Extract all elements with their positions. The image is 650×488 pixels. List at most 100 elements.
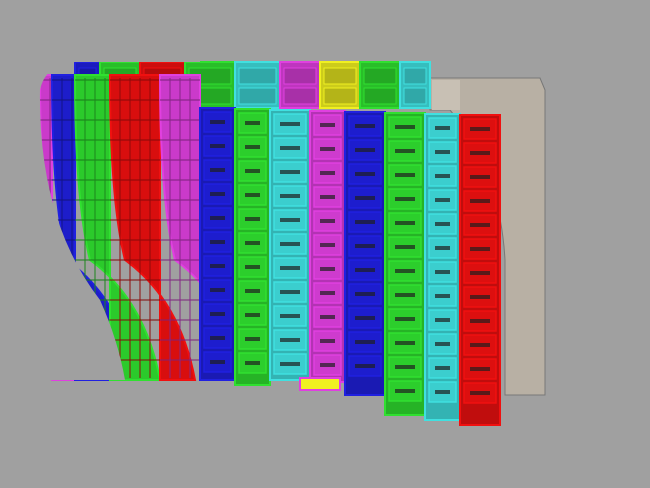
panel-label	[395, 269, 415, 273]
panel-label	[435, 390, 450, 394]
panel-label	[320, 363, 335, 367]
top-strip-panel	[238, 67, 277, 85]
panel-label	[280, 266, 300, 270]
panel-label	[470, 199, 490, 203]
panel-label	[280, 242, 300, 246]
panel-label	[435, 366, 450, 370]
top-strip-panel	[403, 67, 427, 85]
top-strip-panel	[323, 67, 357, 85]
panel-label	[395, 365, 415, 369]
panel-label	[355, 316, 375, 320]
top-strip-panel	[363, 87, 397, 105]
panel-label	[320, 291, 335, 295]
panel-label	[470, 271, 490, 275]
panel-label	[470, 223, 490, 227]
panel-label	[395, 173, 415, 177]
top-strip-panel	[323, 87, 357, 105]
panel-label	[470, 343, 490, 347]
panel-label	[470, 175, 490, 179]
panel-label	[355, 292, 375, 296]
panel-label	[320, 147, 335, 151]
panel-label	[210, 312, 225, 316]
panel-label	[210, 336, 225, 340]
panel-label	[395, 125, 415, 129]
panel-label	[245, 313, 260, 317]
panel-label	[435, 126, 450, 130]
panel-label	[435, 198, 450, 202]
panel-label	[470, 367, 490, 371]
panel-label	[320, 243, 335, 247]
panel-label	[435, 294, 450, 298]
panel-label	[435, 222, 450, 226]
panel-label	[395, 149, 415, 153]
panel-label	[470, 319, 490, 323]
panel-label	[210, 240, 225, 244]
background-mask	[40, 0, 200, 90]
panel-label	[210, 192, 225, 196]
panel-label	[355, 220, 375, 224]
panel-label	[355, 148, 375, 152]
panel-label	[245, 193, 260, 197]
panel-label	[470, 127, 490, 131]
panel-label	[435, 246, 450, 250]
panel-label	[280, 170, 300, 174]
panel-label	[280, 146, 300, 150]
panel-label	[210, 120, 225, 124]
deck-structure-face	[432, 80, 460, 110]
panel-label	[245, 265, 260, 269]
bottom-panel	[299, 377, 341, 391]
panel-label	[280, 314, 300, 318]
panel-label	[280, 122, 300, 126]
panel-label	[355, 172, 375, 176]
panel-label	[470, 295, 490, 299]
panel-label	[470, 151, 490, 155]
panel-label	[280, 290, 300, 294]
background-mask	[0, 0, 125, 380]
panel-label	[435, 270, 450, 274]
top-strip-panel	[283, 67, 317, 85]
panel-label	[435, 342, 450, 346]
panel-label	[245, 337, 260, 341]
panel-label	[245, 217, 260, 221]
panel-label	[320, 339, 335, 343]
panel-label	[210, 144, 225, 148]
top-strip-panel	[363, 67, 397, 85]
panel-label	[470, 391, 490, 395]
panel-label	[395, 317, 415, 321]
panel-label	[320, 123, 335, 127]
panel-label	[245, 361, 260, 365]
panel-label	[395, 245, 415, 249]
panel-label	[210, 288, 225, 292]
panel-label	[320, 171, 335, 175]
panel-label	[395, 389, 415, 393]
panel-label	[435, 150, 450, 154]
panel-label	[320, 315, 335, 319]
panel-label	[245, 145, 260, 149]
panel-label	[395, 221, 415, 225]
panel-label	[245, 169, 260, 173]
panel-label	[320, 195, 335, 199]
panel-label	[280, 194, 300, 198]
panel-label	[245, 121, 260, 125]
panel-label	[280, 362, 300, 366]
panel-label	[320, 219, 335, 223]
panel-label	[470, 247, 490, 251]
panel-label	[435, 318, 450, 322]
panel-label	[395, 341, 415, 345]
panel-label	[435, 174, 450, 178]
top-strip-panel	[403, 87, 427, 105]
panel-label	[355, 340, 375, 344]
panel-label	[355, 124, 375, 128]
panel-label	[355, 196, 375, 200]
panel-label	[320, 267, 335, 271]
panel-label	[280, 338, 300, 342]
panel-label	[210, 264, 225, 268]
panel-label	[395, 197, 415, 201]
panel-label	[245, 289, 260, 293]
panel-label	[210, 360, 225, 364]
panel-label	[395, 293, 415, 297]
panel-label	[355, 364, 375, 368]
top-strip-panel	[238, 87, 277, 105]
